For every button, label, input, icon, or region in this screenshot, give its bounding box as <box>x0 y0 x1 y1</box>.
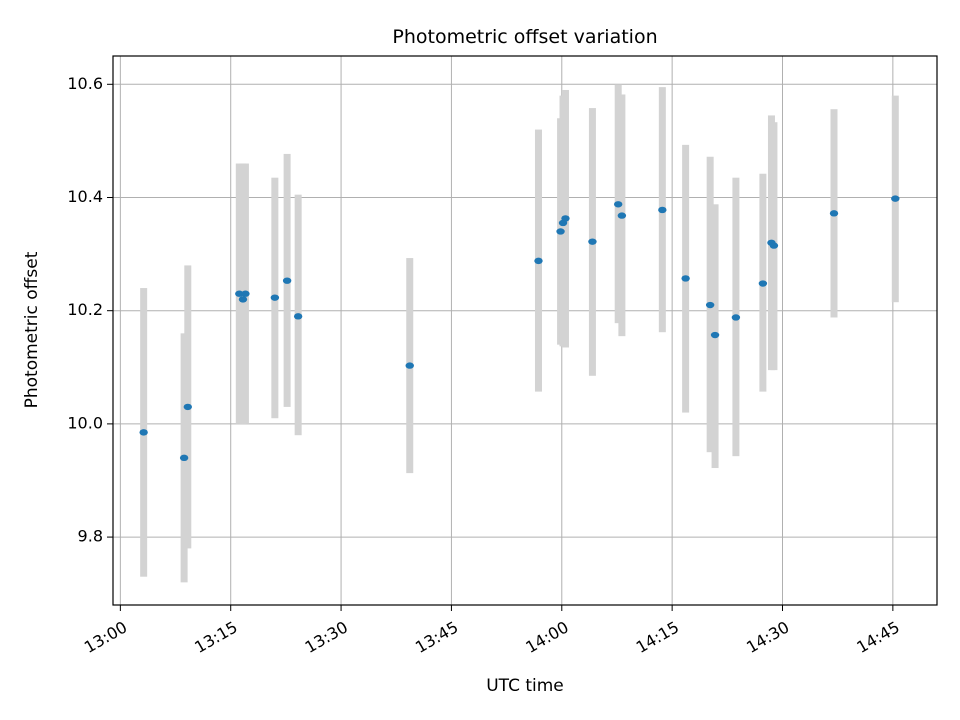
data-point <box>731 314 741 321</box>
data-point <box>556 228 565 235</box>
data-point <box>710 331 720 339</box>
y-tick-label: 10.6 <box>67 74 103 93</box>
y-tick-label: 10.4 <box>67 187 103 206</box>
data-point <box>891 195 900 202</box>
data-point <box>588 238 597 245</box>
chart-title: Photometric offset variation <box>392 26 657 48</box>
y-tick-label: 9.8 <box>78 527 103 546</box>
data-point <box>179 454 189 462</box>
data-point <box>238 296 248 303</box>
data-point <box>183 403 192 411</box>
data-point <box>270 294 280 301</box>
data-point <box>705 301 715 309</box>
y-tick-label: 10.2 <box>67 300 103 319</box>
data-point <box>758 280 768 287</box>
data-point <box>613 201 623 208</box>
data-point <box>829 210 839 217</box>
plot-frame <box>112 55 938 606</box>
data-point <box>617 212 627 219</box>
data-point <box>282 277 292 284</box>
data-point <box>235 290 244 297</box>
y-tick-label: 10.0 <box>67 413 103 432</box>
data-point <box>241 290 250 297</box>
data-point <box>681 275 690 282</box>
x-axis-label: UTC time <box>486 676 564 696</box>
data-point <box>405 362 414 369</box>
data-point <box>561 215 570 222</box>
y-axis-label: Photometric offset <box>22 251 42 408</box>
data-point <box>769 242 779 249</box>
point-layer <box>139 195 900 462</box>
data-point <box>293 313 303 320</box>
data-point <box>139 429 148 436</box>
data-point <box>658 206 667 214</box>
data-point <box>534 257 543 265</box>
